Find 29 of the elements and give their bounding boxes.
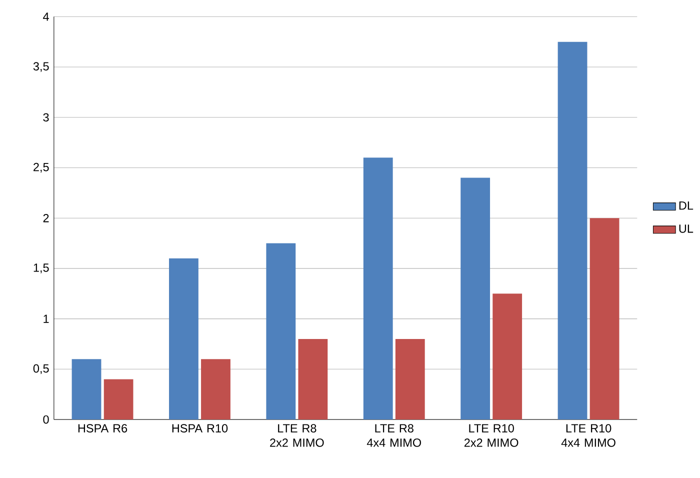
bar xyxy=(266,243,296,420)
bar xyxy=(460,178,490,420)
x-tick-label: LTE R10 4x4 MIMO xyxy=(561,424,616,447)
bar xyxy=(395,338,425,420)
y-tick-label: 1,5 xyxy=(34,263,49,274)
y-tick-label: 4 xyxy=(43,12,49,21)
y-tick-label: 3 xyxy=(43,113,49,122)
legend-label: DL xyxy=(679,201,694,210)
y-tick-label: 0,5 xyxy=(33,364,49,374)
bar xyxy=(298,338,328,420)
y-tick-label: 3,5 xyxy=(33,62,49,72)
bar xyxy=(590,218,620,420)
x-tick-label: LTE R8 2x2 MIMO xyxy=(270,424,324,447)
y-tick-label: 0 xyxy=(43,415,49,424)
bar xyxy=(558,42,588,420)
y-tick-label: 2,5 xyxy=(34,162,49,172)
bar xyxy=(169,258,198,420)
x-tick-label: LTE R10 2x2 MIMO xyxy=(464,424,518,447)
y-tick-label: 1 xyxy=(44,314,49,323)
legend-label: UL xyxy=(679,224,694,233)
bar xyxy=(72,358,102,420)
x-tick-label: LTE R8 4x4 MIMO xyxy=(366,424,422,447)
bar xyxy=(363,158,393,420)
y-tick-label: 2 xyxy=(43,214,49,222)
x-tick-label: HSPA R6 xyxy=(78,424,128,432)
bar xyxy=(104,379,134,420)
bar xyxy=(201,358,230,420)
x-tick-label: HSPA R10 xyxy=(172,424,228,432)
bar xyxy=(492,293,522,420)
